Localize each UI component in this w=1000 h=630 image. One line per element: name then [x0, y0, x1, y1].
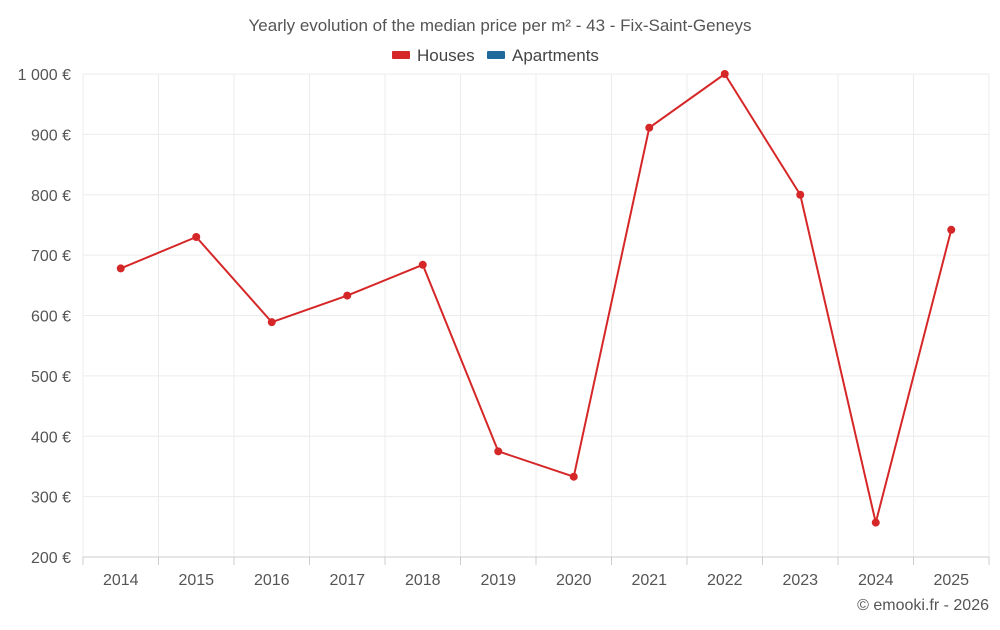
y-tick-label: 500 €: [31, 369, 71, 386]
x-tick-label: 2016: [254, 572, 290, 589]
legend-item-apartments[interactable]: Apartments: [487, 46, 599, 65]
data-point[interactable]: [796, 190, 805, 199]
y-tick-label: 700 €: [31, 248, 71, 265]
x-tick-label: 2023: [782, 572, 818, 589]
x-tick-label: 2018: [405, 572, 441, 589]
y-tick-label: 400 €: [31, 429, 71, 446]
y-tick-label: 300 €: [31, 490, 71, 507]
chart-title: Yearly evolution of the median price per…: [249, 16, 752, 35]
legend-swatch-houses: [392, 51, 410, 59]
y-tick-label: 1 000 €: [18, 67, 71, 84]
x-tick-label: 2020: [556, 572, 592, 589]
data-point[interactable]: [343, 291, 352, 300]
x-tick-label: 2014: [103, 572, 139, 589]
data-point[interactable]: [645, 123, 654, 132]
x-tick-label: 2017: [329, 572, 365, 589]
grid: [82, 73, 990, 557]
y-tick-label: 200 €: [31, 550, 71, 567]
data-point[interactable]: [116, 264, 125, 273]
data-point[interactable]: [569, 472, 578, 481]
x-tick-label: 2024: [858, 572, 894, 589]
axes: 200 € 300 € 400 € 500 € 600 € 700 € 800 € 900 €…: [18, 67, 990, 589]
legend-label-apartments: Apartments: [512, 46, 599, 65]
y-tick-label: 800 €: [31, 188, 71, 205]
x-tick-label: 2025: [933, 572, 969, 589]
x-tick-label: 2015: [178, 572, 214, 589]
legend: Houses Apartments: [392, 46, 599, 65]
series: [116, 70, 956, 527]
legend-swatch-apartments: [487, 51, 505, 59]
x-tick-label: 2022: [707, 572, 743, 589]
credit-text: © emooki.fr - 2026: [857, 597, 989, 614]
legend-label-houses: Houses: [417, 46, 475, 65]
x-tick-label: 2021: [631, 572, 667, 589]
legend-item-houses[interactable]: Houses: [392, 46, 475, 65]
data-point[interactable]: [871, 518, 880, 527]
data-point[interactable]: [947, 225, 956, 234]
data-point[interactable]: [267, 318, 276, 327]
y-tick-label: 600 €: [31, 309, 71, 326]
data-point[interactable]: [418, 260, 427, 269]
series-line-houses: [120, 73, 953, 524]
data-point[interactable]: [720, 70, 729, 78]
x-tick-label: 2019: [480, 572, 516, 589]
data-point[interactable]: [192, 233, 201, 242]
data-point[interactable]: [494, 447, 503, 456]
y-tick-label: 900 €: [31, 127, 71, 144]
